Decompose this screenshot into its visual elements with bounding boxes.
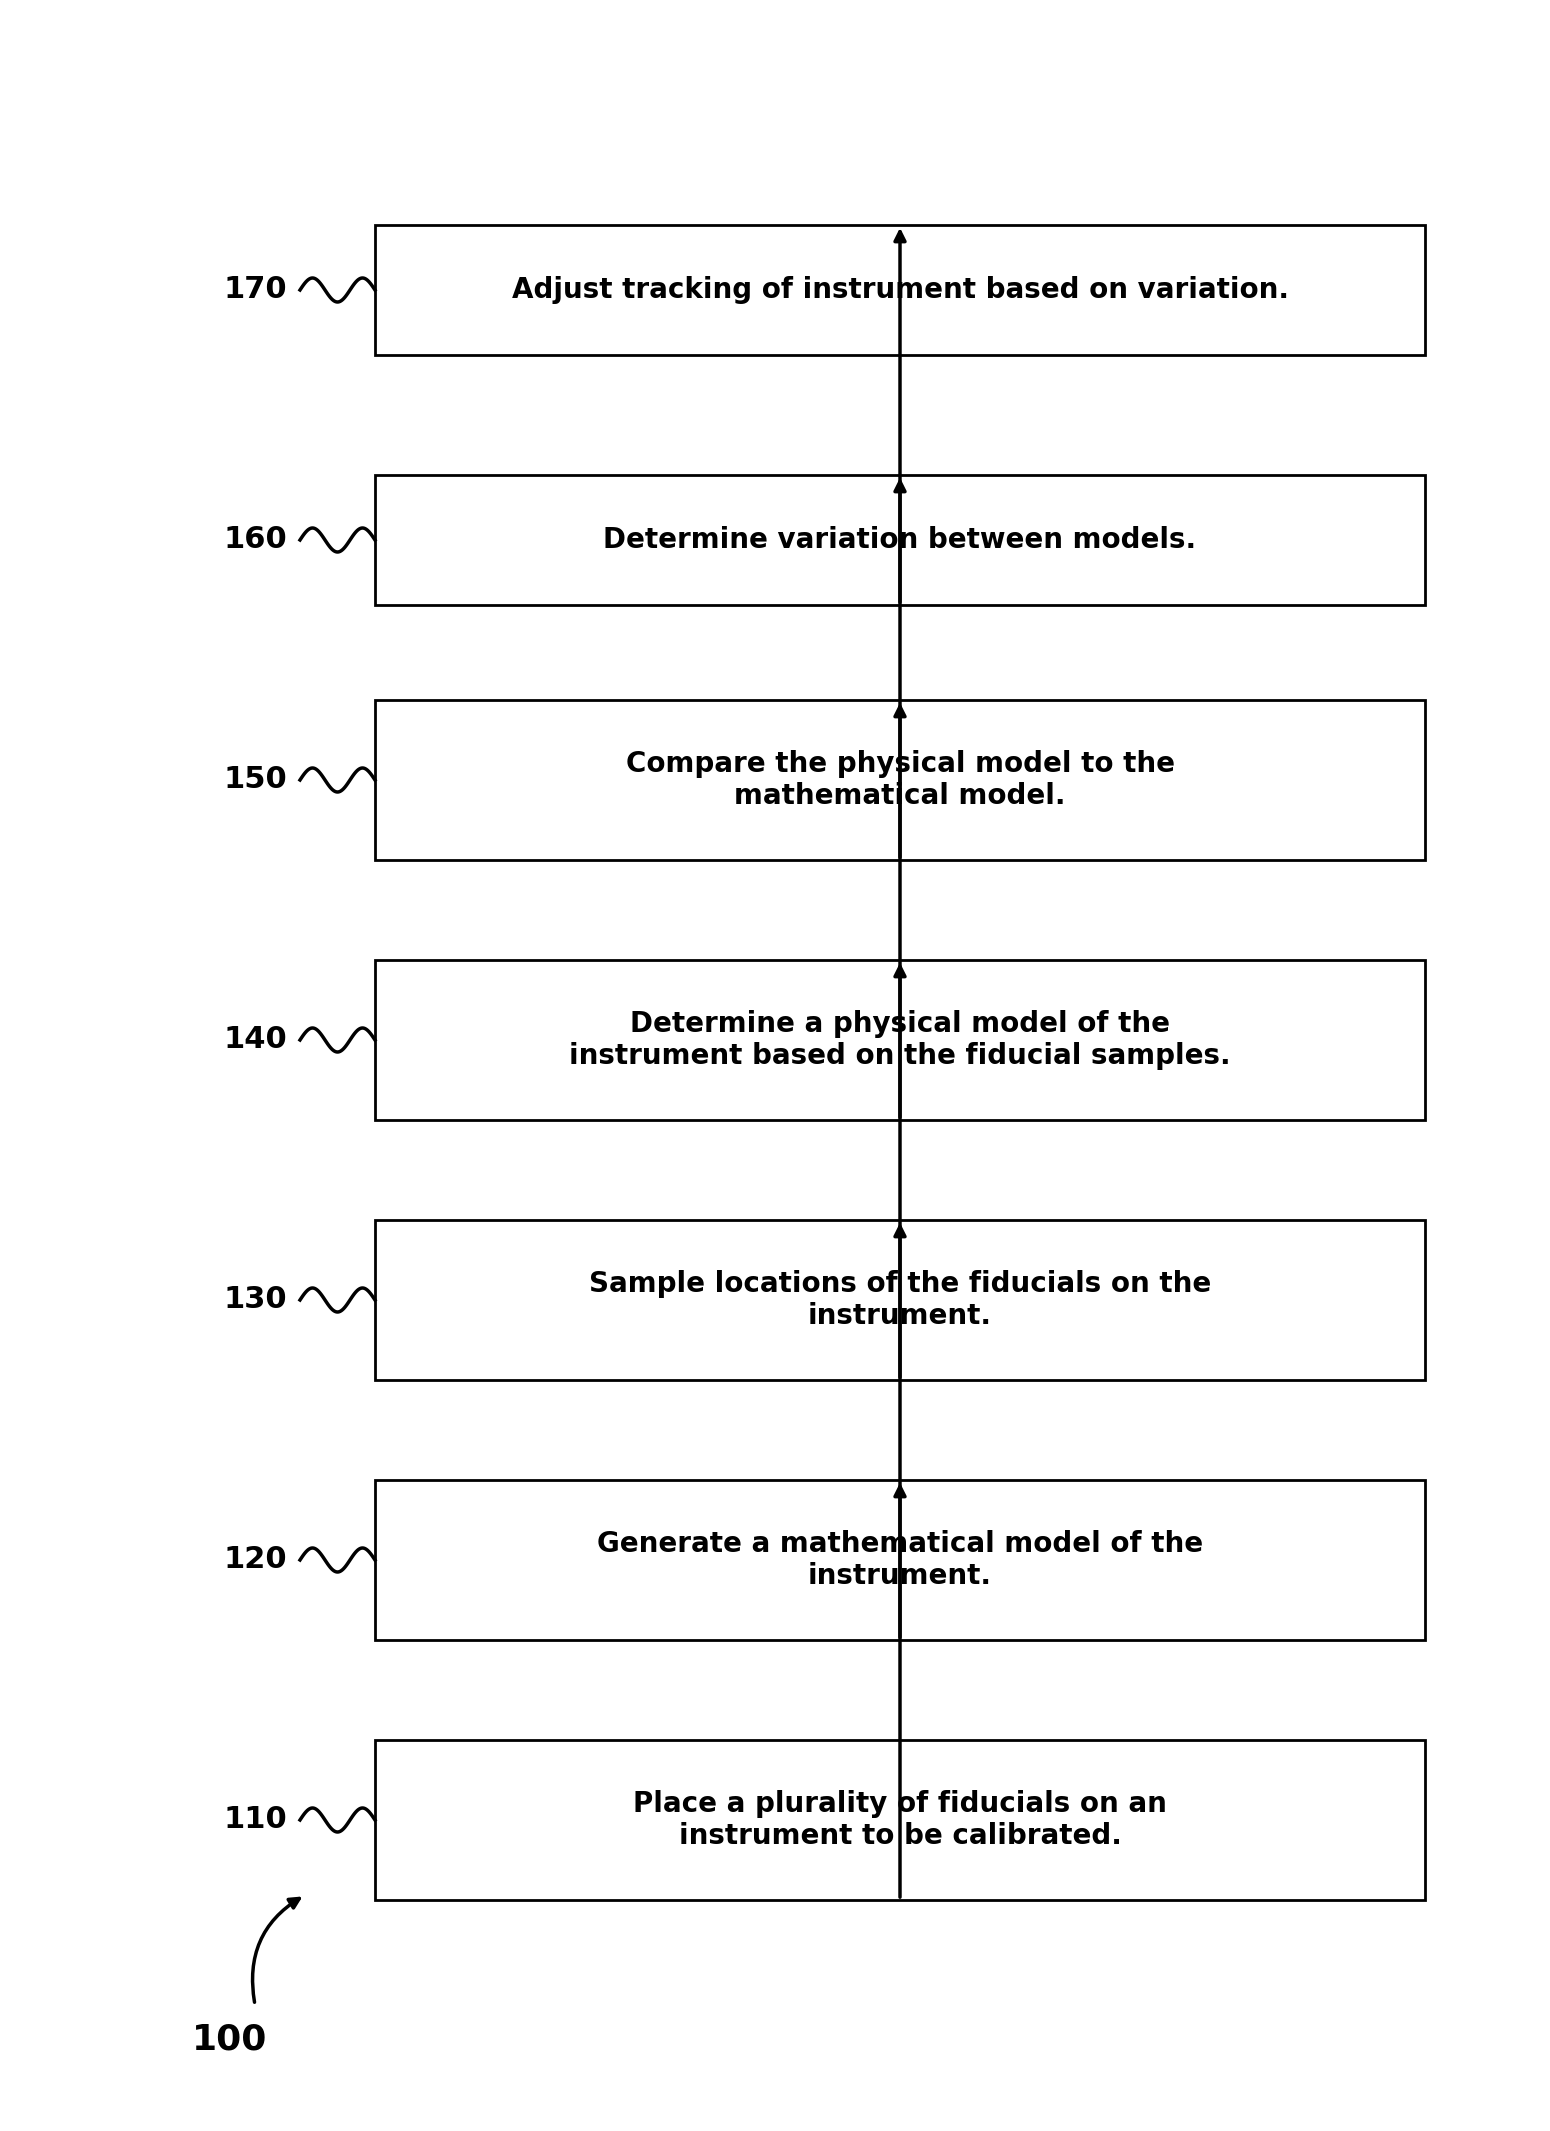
Text: 160: 160 (223, 526, 287, 554)
Text: Determine a physical model of the
instrument based on the fiducial samples.: Determine a physical model of the instru… (569, 1010, 1231, 1070)
Text: Adjust tracking of instrument based on variation.: Adjust tracking of instrument based on v… (512, 277, 1288, 305)
Text: Determine variation between models.: Determine variation between models. (603, 526, 1197, 554)
FancyBboxPatch shape (375, 1221, 1424, 1381)
FancyBboxPatch shape (375, 475, 1424, 605)
Text: Place a plurality of fiducials on an
instrument to be calibrated.: Place a plurality of fiducials on an ins… (632, 1790, 1167, 1850)
Text: 170: 170 (223, 275, 287, 305)
FancyBboxPatch shape (375, 1741, 1424, 1901)
Text: Compare the physical model to the
mathematical model.: Compare the physical model to the mathem… (626, 750, 1175, 810)
FancyBboxPatch shape (375, 226, 1424, 356)
FancyBboxPatch shape (375, 1481, 1424, 1641)
Text: 100: 100 (192, 2022, 268, 2056)
Text: 130: 130 (223, 1285, 287, 1315)
FancyBboxPatch shape (375, 699, 1424, 861)
FancyBboxPatch shape (375, 959, 1424, 1121)
Text: Generate a mathematical model of the
instrument.: Generate a mathematical model of the ins… (597, 1530, 1203, 1590)
Text: Sample locations of the fiducials on the
instrument.: Sample locations of the fiducials on the… (589, 1270, 1211, 1330)
Text: 110: 110 (223, 1805, 287, 1835)
Text: 140: 140 (223, 1025, 287, 1055)
Text: 120: 120 (223, 1545, 287, 1575)
Text: 150: 150 (223, 765, 287, 795)
